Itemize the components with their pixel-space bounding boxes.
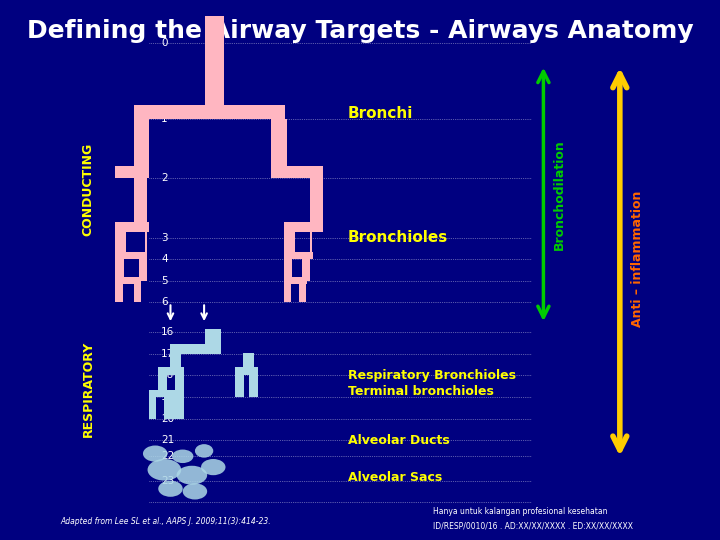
- FancyBboxPatch shape: [284, 281, 291, 302]
- Text: 20: 20: [161, 414, 174, 423]
- Text: CONDUCTING: CONDUCTING: [81, 143, 94, 235]
- FancyBboxPatch shape: [175, 374, 184, 397]
- Ellipse shape: [148, 459, 181, 481]
- FancyBboxPatch shape: [284, 277, 307, 284]
- Ellipse shape: [172, 449, 194, 463]
- FancyBboxPatch shape: [235, 374, 244, 397]
- FancyBboxPatch shape: [271, 166, 323, 178]
- FancyBboxPatch shape: [310, 178, 323, 232]
- Ellipse shape: [158, 481, 183, 497]
- Text: Bronchioles: Bronchioles: [348, 230, 448, 245]
- Text: Defining the Airway Targets - Airways Anatomy: Defining the Airway Targets - Airways An…: [27, 19, 693, 43]
- FancyBboxPatch shape: [284, 254, 292, 281]
- FancyBboxPatch shape: [115, 281, 123, 302]
- Text: Bronchi: Bronchi: [348, 106, 413, 121]
- Text: 17: 17: [161, 349, 174, 359]
- Ellipse shape: [201, 459, 225, 475]
- FancyBboxPatch shape: [158, 374, 168, 397]
- FancyBboxPatch shape: [134, 178, 148, 232]
- FancyBboxPatch shape: [115, 222, 149, 232]
- FancyBboxPatch shape: [115, 277, 141, 284]
- FancyBboxPatch shape: [163, 396, 171, 418]
- Text: 0: 0: [161, 38, 168, 48]
- Text: Respiratory Bronchioles: Respiratory Bronchioles: [348, 369, 516, 382]
- FancyBboxPatch shape: [171, 344, 220, 354]
- FancyBboxPatch shape: [178, 396, 184, 418]
- Text: Alveolar Sacs: Alveolar Sacs: [348, 471, 442, 484]
- FancyBboxPatch shape: [302, 254, 310, 281]
- FancyBboxPatch shape: [139, 254, 148, 281]
- FancyBboxPatch shape: [248, 374, 258, 397]
- FancyBboxPatch shape: [158, 367, 184, 375]
- FancyBboxPatch shape: [149, 396, 156, 418]
- FancyBboxPatch shape: [224, 105, 285, 119]
- FancyBboxPatch shape: [134, 281, 141, 302]
- Ellipse shape: [143, 446, 168, 462]
- FancyBboxPatch shape: [171, 396, 178, 418]
- FancyBboxPatch shape: [205, 329, 220, 354]
- FancyBboxPatch shape: [235, 367, 258, 375]
- FancyBboxPatch shape: [205, 49, 224, 119]
- Ellipse shape: [183, 483, 207, 500]
- Text: RESPIRATORY: RESPIRATORY: [81, 341, 94, 437]
- Text: 22: 22: [161, 451, 174, 461]
- Text: Bronchodilation: Bronchodilation: [552, 139, 566, 250]
- Text: ID/RESP/0010/16 . AD:XX/XX/XXXX . ED:XX/XX/XXXX: ID/RESP/0010/16 . AD:XX/XX/XXXX . ED:XX/…: [433, 521, 634, 530]
- Text: Alveolar Ducts: Alveolar Ducts: [348, 434, 449, 447]
- Ellipse shape: [176, 465, 207, 485]
- Text: 6: 6: [161, 298, 168, 307]
- Text: 4: 4: [161, 254, 168, 264]
- FancyBboxPatch shape: [134, 119, 149, 178]
- Text: Anti – inflammation: Anti – inflammation: [631, 191, 644, 327]
- FancyBboxPatch shape: [243, 353, 254, 375]
- Text: Adapted from Lee SL et al., AAPS J. 2009;11(3):414-23.: Adapted from Lee SL et al., AAPS J. 2009…: [60, 517, 271, 526]
- FancyBboxPatch shape: [299, 281, 306, 302]
- FancyBboxPatch shape: [149, 390, 171, 397]
- FancyBboxPatch shape: [171, 353, 181, 375]
- FancyBboxPatch shape: [115, 252, 148, 259]
- Text: 18: 18: [161, 370, 174, 380]
- Text: Terminal bronchioles: Terminal bronchioles: [348, 385, 494, 398]
- FancyBboxPatch shape: [115, 254, 124, 281]
- FancyBboxPatch shape: [284, 222, 323, 232]
- FancyBboxPatch shape: [145, 227, 148, 259]
- FancyBboxPatch shape: [271, 119, 287, 178]
- FancyBboxPatch shape: [134, 105, 207, 119]
- Text: Hanya untuk kalangan profesional kesehatan: Hanya untuk kalangan profesional kesehat…: [433, 507, 608, 516]
- Text: 19: 19: [161, 392, 174, 402]
- FancyBboxPatch shape: [284, 252, 313, 259]
- Text: 5: 5: [161, 276, 168, 286]
- Ellipse shape: [195, 444, 213, 457]
- Text: 23: 23: [161, 476, 174, 485]
- FancyBboxPatch shape: [115, 227, 127, 259]
- FancyBboxPatch shape: [310, 227, 312, 259]
- FancyBboxPatch shape: [115, 166, 149, 178]
- FancyBboxPatch shape: [284, 227, 294, 259]
- Text: 1: 1: [161, 114, 168, 124]
- Text: 2: 2: [161, 173, 168, 183]
- FancyBboxPatch shape: [171, 390, 184, 397]
- Text: 16: 16: [161, 327, 174, 337]
- Text: 3: 3: [161, 233, 168, 242]
- FancyBboxPatch shape: [205, 16, 224, 54]
- Text: 21: 21: [161, 435, 174, 445]
